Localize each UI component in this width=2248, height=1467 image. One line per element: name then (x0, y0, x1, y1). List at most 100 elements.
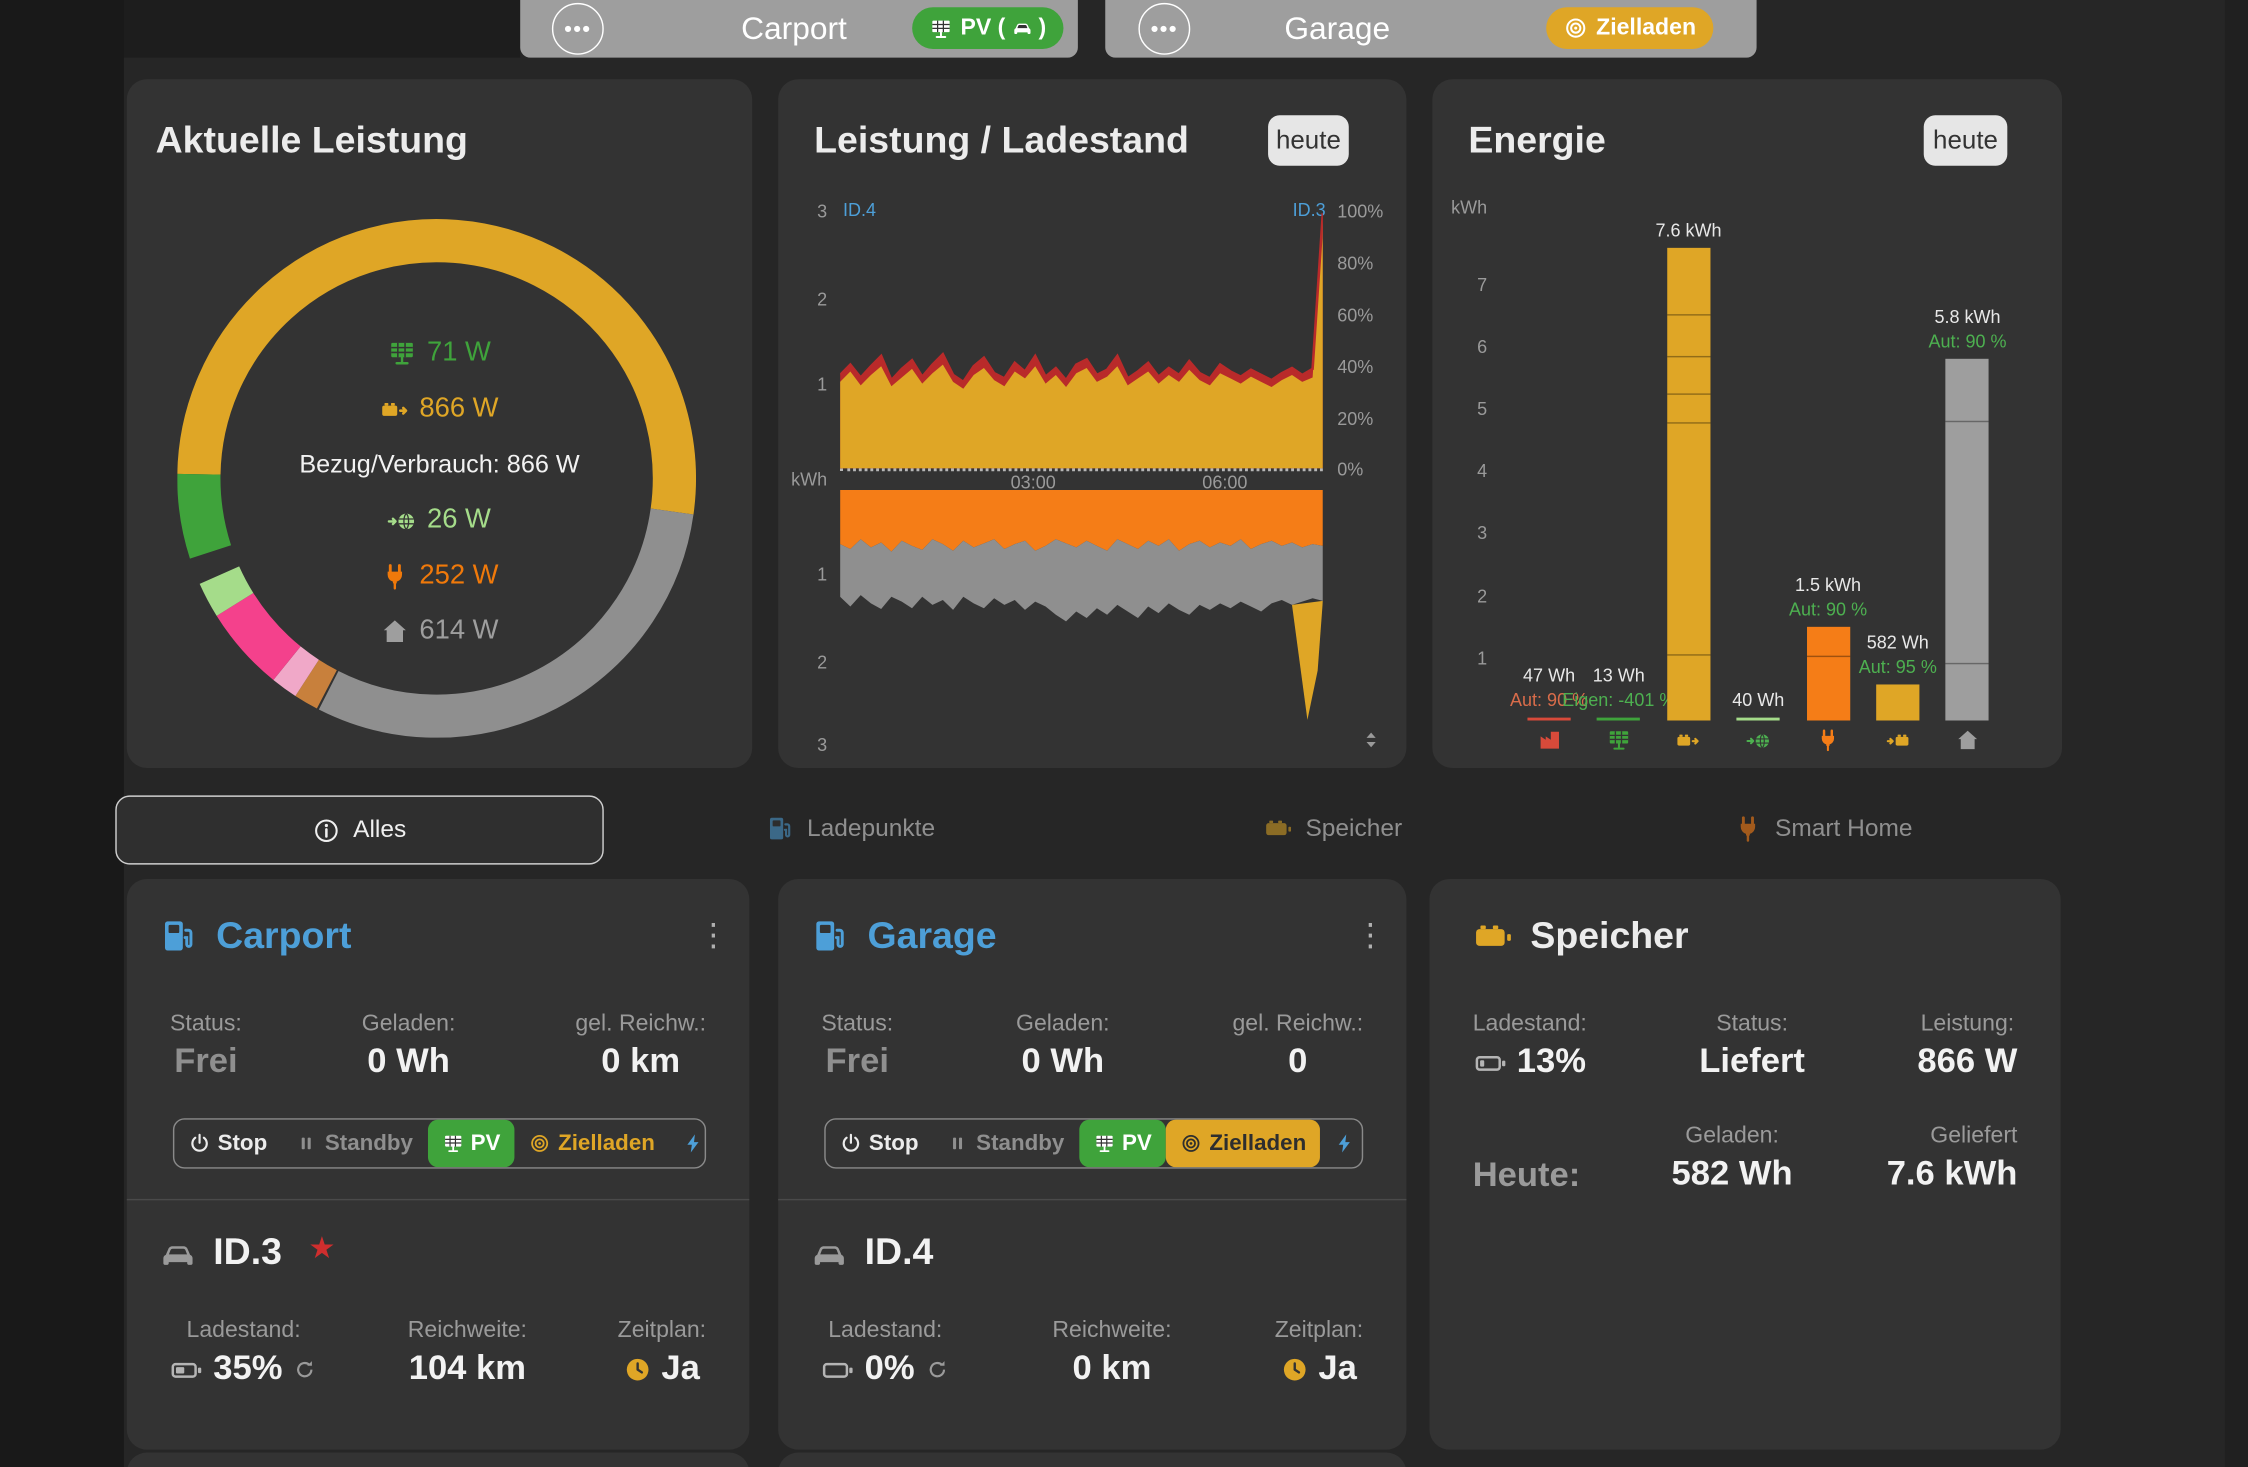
stat-leistung: Leistung: 866 W (1917, 1011, 2018, 1081)
garage-menu-button[interactable]: ••• (1138, 2, 1191, 55)
power-donut-gauge (177, 219, 696, 738)
solar-panel-icon (1607, 728, 1631, 752)
mode-stop-button[interactable]: Stop (174, 1120, 281, 1168)
stat-geliefert-heute: Geliefert 7.6 kWh (1886, 1123, 2018, 1194)
plug-icon (1733, 814, 1762, 843)
mode-zielladen-button[interactable]: Zielladen (515, 1120, 669, 1168)
toolbar-segment-carport: ••• Carport PV ( ) (520, 0, 1078, 58)
kebab-menu-icon[interactable]: ⋮ (1354, 916, 1387, 953)
charger-icon (810, 916, 849, 955)
energy-bar-chart: 7 6 5 4 3 2 1 Aut: 90 % 47 Wh Eigen: -401 % 13 Wh 7… (1432, 79, 2062, 768)
solar-panel-icon (1093, 1133, 1115, 1155)
solar-panel-icon (442, 1133, 464, 1155)
refresh-icon[interactable] (293, 1357, 317, 1381)
vehicle-name: ID.3 (213, 1229, 282, 1273)
bar-value-label: 40 Wh (1732, 690, 1785, 711)
tab-smart-home[interactable]: Smart Home (1679, 795, 1967, 861)
heute-label: Heute: (1472, 1155, 1581, 1195)
mode-standby-button[interactable]: Standby (282, 1120, 428, 1168)
power-readouts: 71 W 866 W Bezug/Verbrauch: 866 W 26 W 2… (209, 326, 670, 660)
donut-segment-light-green (199, 566, 254, 616)
donut-segment-pale-pink (273, 646, 320, 696)
refresh-icon[interactable] (925, 1357, 949, 1381)
y-axis-unit: kWh (1451, 197, 1488, 218)
ellipsis-icon: ••• (564, 16, 592, 42)
smarthome-power-value: 252 W (419, 560, 499, 591)
bolt-icon (1335, 1133, 1357, 1155)
bar-segment-divider (1666, 394, 1711, 396)
plug-icon (380, 562, 409, 591)
x-tick: 06:00 (1202, 472, 1248, 493)
tab-alles[interactable]: Alles (115, 795, 604, 865)
target-icon (1563, 16, 1587, 40)
bar-value-label: 7.6 kWh (1655, 220, 1722, 241)
stat-reichweite: gel. Reichw.: 0 (1232, 1011, 1364, 1081)
carport-menu-button[interactable]: ••• (551, 2, 604, 55)
carport-mode-text-end: ) (1038, 15, 1047, 40)
zero-axis (840, 468, 1323, 472)
card-title: Leistung / Ladestand (814, 118, 1189, 162)
pct-tick: 20% (1337, 409, 1374, 430)
stat-ladestand: Ladestand: 35% (170, 1319, 317, 1390)
mode-zielladen-button[interactable]: Zielladen (1166, 1119, 1321, 1168)
pv-power-value: 71 W (426, 337, 491, 368)
house-icon (1955, 728, 1979, 752)
range-heute-button[interactable]: heute (1923, 115, 2008, 166)
scrollbar-track[interactable] (2224, 0, 2248, 1467)
garage-mode-badge[interactable]: Zielladen (1545, 7, 1714, 49)
range-heute-button[interactable]: heute (1268, 115, 1349, 166)
mode-standby-button[interactable]: Standby (933, 1120, 1079, 1168)
card-title: Speicher (1530, 913, 1689, 957)
y-tick: 7 (1477, 274, 1488, 295)
loadpoint-title: Garage (867, 913, 997, 957)
kebab-menu-icon[interactable]: ⋮ (697, 916, 730, 953)
vehicle-stats: Ladestand: 35% Reichweite: 104 km Zeitpla… (127, 1319, 750, 1390)
stat-status: Status: Frei (170, 1011, 242, 1081)
mode-sofort-button[interactable]: Sofort (669, 1120, 704, 1168)
arrow-globe-icon (1746, 728, 1770, 752)
energy-bar-grid-import (1527, 717, 1571, 721)
bar-value-label: 5.8 kWh (1934, 307, 2001, 328)
donut-segment-pv-yellow (177, 219, 696, 515)
grid-export-icon (388, 506, 417, 535)
mode-pv-button[interactable]: PV (427, 1119, 515, 1168)
loadpoint-stats: Status: Frei Geladen: 0 Wh gel. Reichw.: 0 (778, 1012, 1406, 1083)
sort-icon[interactable] (1359, 728, 1383, 752)
card-title: Aktuelle Leistung (155, 118, 468, 162)
left-margin-strip (0, 0, 124, 1467)
y-tick: 2 (817, 652, 828, 673)
carport-mode-text: PV ( (960, 15, 1006, 40)
battery-discharge-icon (380, 395, 409, 424)
bar-segment-divider (1806, 655, 1850, 657)
target-icon (529, 1133, 551, 1155)
series-id4-label: ID.4 (842, 200, 877, 221)
bar-segment-divider (1666, 654, 1711, 656)
mode-sofort-button[interactable]: Sofort (1321, 1120, 1362, 1168)
carport-mode-badge[interactable]: PV ( ) (911, 7, 1064, 49)
card-speicher: Speicher Ladestand: 13% Status: Liefert L… (1429, 879, 2061, 1450)
donut-segment-pink (216, 592, 301, 680)
bar-segment-divider (1945, 662, 1990, 665)
y-tick: 1 (817, 564, 828, 586)
tab-ladepunkte[interactable]: Ladepunkte (706, 795, 994, 861)
mode-pv-button[interactable]: PV (1078, 1119, 1167, 1168)
stat-reichweite: Reichweite: 0 km (1052, 1318, 1172, 1388)
y-tick: 6 (1477, 336, 1488, 358)
stat-zeitplan: Zeitplan: Ja (617, 1318, 707, 1388)
mode-stop-button[interactable]: Stop (826, 1120, 933, 1168)
tab-label: Smart Home (1774, 814, 1913, 842)
battery-soc-icon (821, 1352, 854, 1385)
partial-card (778, 1452, 1407, 1467)
bar-value-label: 582 Wh (1866, 632, 1929, 653)
mode-selector: StopStandbyPVZielladenSofort (172, 1118, 707, 1169)
card-loadpoint-garage: Garage ⋮ Status: Frei Geladen: 0 Wh gel. R… (778, 879, 1407, 1450)
car-icon (810, 1235, 849, 1274)
consumption-area-chart (840, 489, 1323, 738)
tab-label: Speicher (1305, 814, 1403, 842)
power-area-chart (839, 202, 1325, 469)
bar-sub-label: Aut: 95 % (1858, 656, 1937, 678)
battery-icon (1473, 916, 1513, 956)
partial-card (126, 1452, 750, 1467)
tab-speicher[interactable]: Speicher (1189, 795, 1477, 861)
loadpoint-title: Carport (216, 913, 352, 957)
